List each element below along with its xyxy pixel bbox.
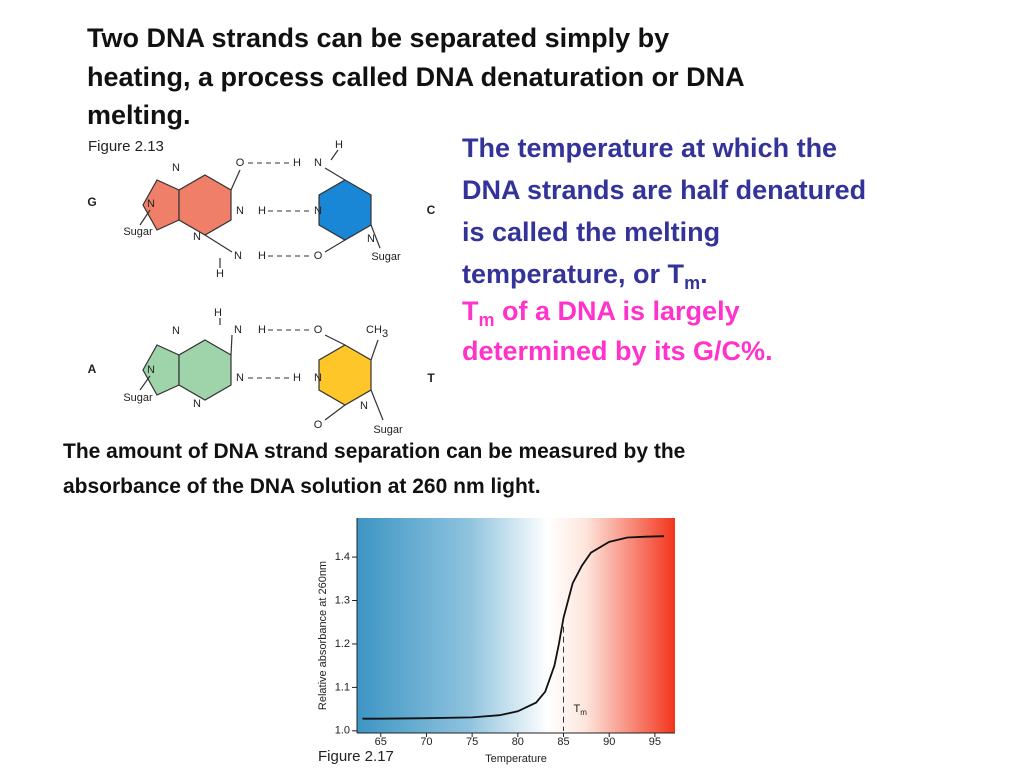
y-tick-label: 1.4 [335,551,350,563]
atom-label: H [258,205,266,217]
atom-label: H [216,268,224,280]
melting-curve [362,535,665,720]
text: temperature, or T [462,259,685,289]
atom-label: N [360,400,368,412]
atom-label: Sugar [371,251,401,263]
definition-line: temperature, or Tm. [462,259,708,293]
atom-label: H [293,372,301,384]
base-label: T [427,371,435,385]
x-tick-label: 85 [557,736,569,748]
x-tick-label: 75 [466,736,478,748]
text: . [700,259,708,289]
x-tick-label: 90 [603,736,615,748]
subscript: m [684,273,700,293]
atom-label: N [314,157,322,169]
text: T [462,296,479,326]
heading-line: heating, a process called DNA denaturati… [87,62,745,92]
y-tick-label: 1.1 [335,681,350,693]
y-tick-label: 1.0 [335,725,350,737]
atom-label: Sugar [123,226,153,238]
atom-label: H [214,307,222,319]
measurement-line: The amount of DNA strand separation can … [63,440,685,463]
x-tick-label: 80 [512,736,524,748]
atom-label: O [314,419,323,431]
base-label: G [87,195,96,209]
x-tick-label: 70 [420,736,432,748]
definition-line: The temperature at which the [462,133,837,163]
atom-label: N [367,233,375,245]
atom-label: N [172,325,180,337]
atom-label: Sugar [123,392,153,404]
gc-line: determined by its G/C%. [462,336,773,366]
gc-line: Tm of a DNA is largely [462,296,740,330]
x-tick-label: 65 [375,736,387,748]
atom-label: O [314,324,323,336]
atom-label: N [172,162,180,174]
atom-label: O [314,250,323,262]
subscript: m [580,708,587,717]
atom-label: N [236,372,244,384]
atom-label: H [258,324,266,336]
atom-label: N [234,250,242,262]
y-tick-label: 1.3 [335,594,350,606]
y-tick-label: 1.2 [335,638,350,650]
atom-label: Sugar [373,424,403,436]
atom-label: N [314,205,322,217]
figure-caption: Figure 2.17 [318,748,394,765]
base-label: C [427,203,436,217]
x-tick-label: 95 [649,736,661,748]
heading-line: Two DNA strands can be separated simply … [87,23,669,53]
measurement-line: absorbance of the DNA solution at 260 nm… [63,475,541,498]
atom-label: 3 [382,328,388,340]
heading-line: melting. [87,100,191,130]
figure-caption: Figure 2.13 [88,138,164,155]
atom-label: H [293,157,301,169]
base-label: A [88,362,97,376]
melting-chart: 1.0 1.1 1.2 1.3 1.4 65 70 75 80 85 90 95 Tm Temperatu… [317,518,675,765]
x-axis-label: Temperature [485,753,547,765]
atom-label: N [193,398,201,410]
atom-label: N [236,205,244,217]
atom-label: H [335,139,343,151]
atom-label: N [314,372,322,384]
atom-label: O [236,157,245,169]
atom-label: CH [366,324,382,336]
definition-line: DNA strands are half denatured [462,175,866,205]
atom-label: N [147,198,155,210]
subscript: m [479,310,495,330]
atom-label: N [147,364,155,376]
text: T [574,703,581,715]
y-axis-label: Relative absorbance at 260nm [317,561,329,710]
atom-label: H [258,250,266,262]
atom-label: N [234,324,242,336]
text: of a DNA is largely [495,296,740,326]
atom-label: N [193,231,201,243]
definition-line: is called the melting [462,217,720,247]
tm-annotation: Tm [574,703,588,717]
